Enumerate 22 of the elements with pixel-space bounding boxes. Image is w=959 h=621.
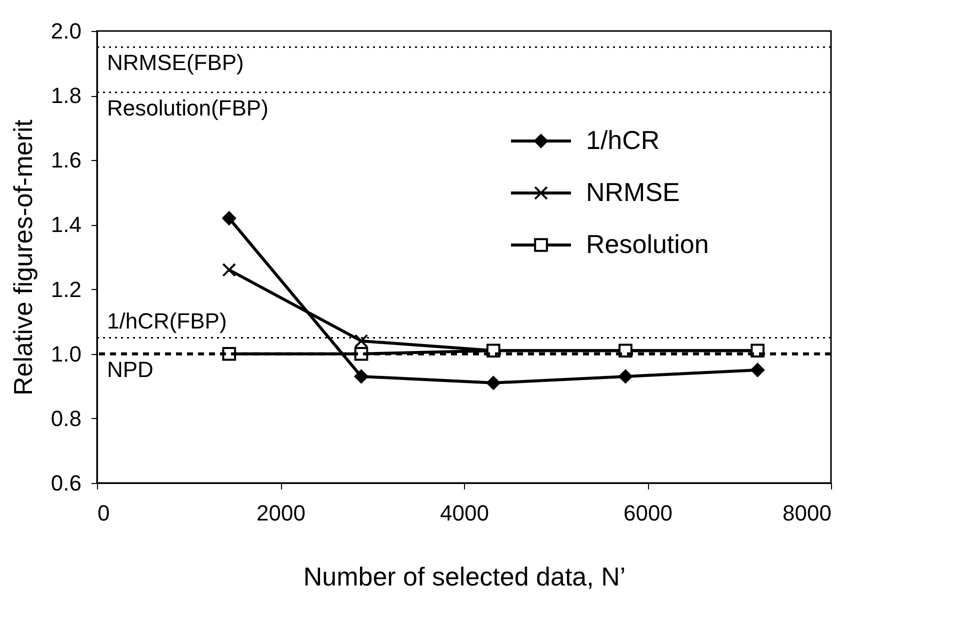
x-tick-label: 2000	[256, 500, 306, 526]
y-tick-label: 2.0	[50, 18, 82, 44]
y-tick-label: 1.4	[50, 212, 82, 238]
y-tick-label: 1.8	[50, 83, 82, 108]
y-axis-title: Relative figures-of-merit	[8, 118, 38, 396]
x-tick-label: 6000	[624, 500, 672, 526]
y-tick-label: 0.8	[50, 406, 82, 431]
ref-line-label: NPD	[107, 356, 154, 382]
x-tick-label: 8000	[782, 500, 832, 526]
x-axis-title: Number of selected data, N’	[303, 562, 626, 592]
ref-line-label: Resolution(FBP)	[107, 95, 268, 120]
ref-line-label: 1/hCR(FBP)	[107, 308, 227, 334]
legend-label: NRMSE	[586, 177, 680, 207]
x-tick-label: 0	[98, 500, 110, 526]
legend-label: 1/hCR	[586, 125, 660, 155]
ref-line-label: NRMSE(FBP)	[107, 50, 244, 76]
legend-label: Resolution	[586, 229, 709, 259]
y-tick-label: 1.2	[50, 276, 82, 302]
y-tick-label: 1.0	[50, 341, 82, 366]
x-tick-label: 4000	[440, 500, 489, 526]
y-tick-label: 1.6	[50, 148, 82, 173]
y-tick-label: 0.6	[50, 470, 82, 496]
